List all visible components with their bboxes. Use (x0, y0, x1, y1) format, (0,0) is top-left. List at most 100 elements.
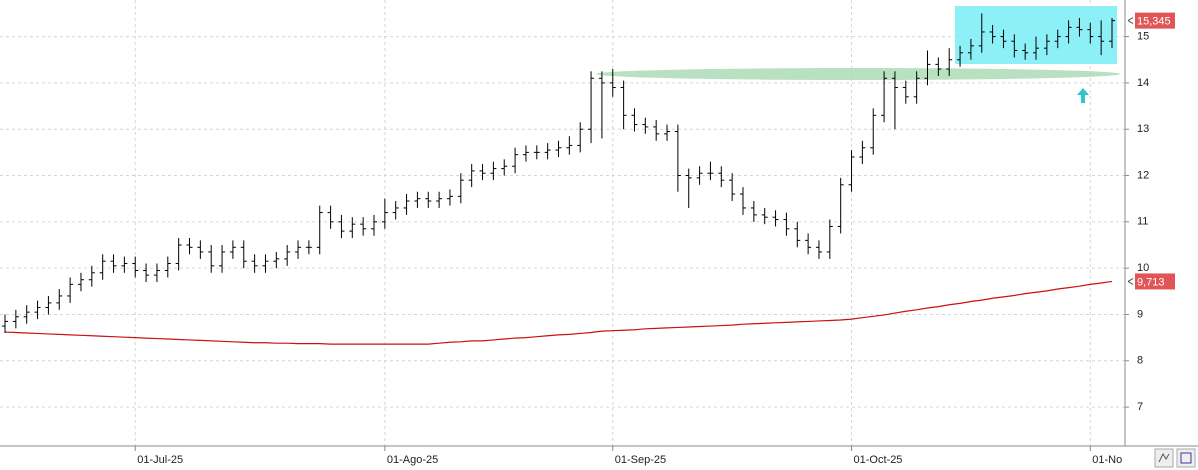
ohlc-bar (740, 187, 746, 215)
ohlc-bar (566, 136, 573, 155)
ohlc-bar (143, 263, 150, 283)
price-label-box (1135, 273, 1175, 290)
y-tick-label: 7 (1137, 401, 1143, 413)
ohlc-bar (946, 48, 953, 76)
ohlc-bar (815, 240, 822, 259)
ohlc-bar (468, 163, 475, 188)
ohlc-bar (67, 277, 74, 303)
ohlc-bar (186, 238, 193, 255)
ohlc-bar (251, 254, 258, 273)
ohlc-bar (56, 288, 63, 310)
ohlc-bar (219, 244, 226, 273)
zoom-icon (1158, 452, 1170, 463)
ohlc-bar (653, 119, 660, 141)
ohlc-bar (164, 256, 171, 278)
save-icon (1180, 452, 1192, 464)
ohlc-bar (110, 254, 117, 273)
save-button[interactable] (1176, 448, 1196, 468)
ohlc-bar (512, 147, 519, 174)
ohlc-bar (1054, 29, 1061, 49)
ohlc-bar (805, 233, 812, 255)
ohlc-bar (761, 207, 768, 225)
ohlc-bar (175, 238, 182, 271)
ohlc-bar (902, 80, 909, 104)
ohlc-bar (1033, 36, 1040, 60)
ohlc-bar (870, 108, 877, 155)
ohlc-bar (501, 159, 508, 176)
y-tick-label: 12 (1137, 169, 1149, 181)
ohlc-bar (45, 295, 52, 315)
ohlc-bar (729, 173, 736, 202)
ohlc-bar (598, 71, 605, 139)
ohlc-bar (631, 108, 638, 132)
ohlc-bar (577, 122, 584, 153)
ohlc-bar (609, 69, 616, 97)
x-tick-label: 01-No (1092, 454, 1122, 466)
zoom-button[interactable] (1154, 448, 1174, 468)
x-tick-label: 01-Ago-25 (387, 454, 438, 466)
ohlc-bar (273, 251, 280, 269)
ohlc-bar (620, 80, 627, 130)
ohlc-bar (392, 201, 399, 220)
ohlc-bar (989, 25, 996, 44)
ohlc-bar (229, 240, 236, 259)
price-label: 9,713 (1137, 276, 1165, 288)
highlights (596, 6, 1120, 103)
ohlc-bar (772, 210, 779, 227)
ohlc-bar (1109, 18, 1115, 49)
price-label: 15,345 (1137, 16, 1171, 28)
ohlc-bar (696, 166, 703, 185)
arrow (1077, 88, 1089, 103)
ohlc-bar (957, 45, 964, 67)
ohlc-bar (316, 205, 323, 255)
ohlc-bar (555, 140, 562, 158)
ohlc-bar (533, 145, 540, 160)
ohlc-bar (23, 305, 30, 324)
y-tick-label: 9 (1137, 308, 1143, 320)
ohlc-bar (446, 189, 453, 206)
ohlc-bar (479, 163, 486, 181)
ohlc-bar (403, 194, 410, 215)
ohlc-bar (284, 244, 291, 266)
ohlc-bar (848, 150, 855, 192)
ohlc-bar (1098, 20, 1105, 56)
ohlc-bar (588, 71, 595, 144)
ohlc-bar (544, 143, 551, 160)
ohlc-bar (490, 161, 497, 181)
ohlc-bar (436, 191, 443, 208)
x-tick-label: 01-Sep-25 (615, 454, 666, 466)
ohlc-bar (1011, 34, 1018, 58)
ohlc-bar (967, 38, 974, 60)
ohlc-bar (425, 191, 432, 208)
ohlc-bar (349, 217, 356, 239)
ohlc-bar (642, 117, 649, 134)
ohlc-bar (327, 205, 334, 229)
y-tick-label: 8 (1137, 355, 1143, 367)
ohlc-bar (77, 272, 84, 292)
ohlc-bar (88, 265, 95, 287)
price-label-box (1135, 12, 1175, 29)
ohlc-bar (664, 124, 671, 141)
y-tick-label: 11 (1137, 216, 1148, 228)
ohlc-bar (360, 217, 367, 236)
ohlc-bar (414, 191, 421, 208)
ohlc-bar (262, 254, 269, 273)
price-marker (1127, 17, 1134, 25)
ohlc-bar (881, 71, 888, 123)
ohlc-bar (371, 214, 377, 236)
ohlc-bar (1000, 29, 1007, 49)
ohlc-bar (978, 13, 985, 53)
y-tick-label: 15 (1137, 30, 1149, 42)
ohlc-bar (99, 254, 106, 280)
ohlc-bar (794, 221, 801, 248)
grid (0, 0, 1125, 446)
ohlc-bar (12, 309, 19, 329)
ohlc-bar (718, 166, 725, 188)
ohlc-bar (1076, 18, 1083, 37)
ohlc-bar (1065, 20, 1072, 44)
price-marker (1127, 278, 1134, 285)
ohlc-bar (208, 244, 215, 273)
ohlc-bar (707, 161, 714, 181)
ohlc-bar (837, 177, 844, 234)
ohlc-bar (685, 168, 692, 208)
